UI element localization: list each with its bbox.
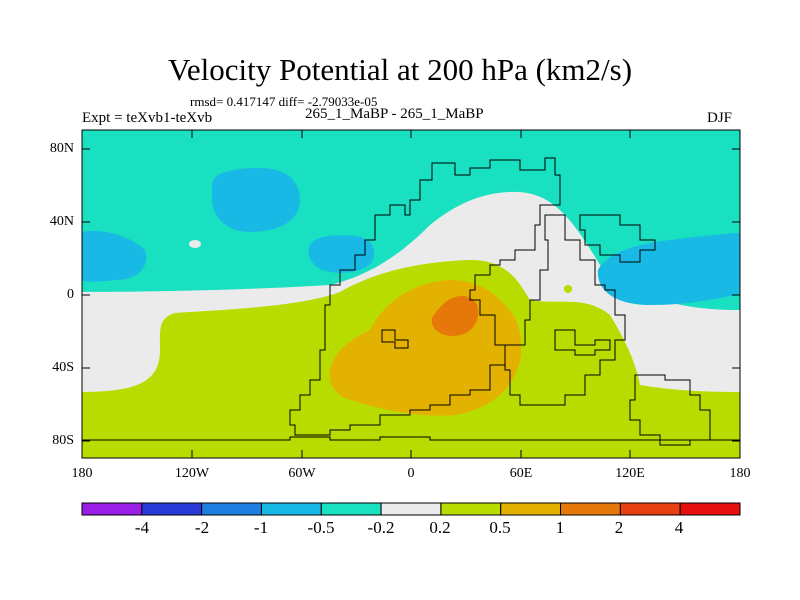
lat-label-40n: 40N (49, 214, 74, 229)
coastline-small-isle (381, 329, 409, 349)
colorbar-box (201, 502, 262, 516)
lon-label-0: 0 (407, 466, 415, 481)
colorbar-label: -4 (134, 518, 150, 537)
experiment-label: Expt = teXvb1-teXvb (82, 110, 213, 126)
colorbar-box (260, 502, 322, 516)
lat-label-80n: 80N (49, 141, 74, 156)
colorbar-label: -0.5 (307, 518, 335, 537)
lat-label-0: 0 (67, 287, 74, 302)
colorbar-label: 4 (674, 518, 684, 537)
field-strong-negative-c (308, 235, 375, 273)
coastlines (82, 157, 740, 446)
lon-label-60e: 60E (509, 466, 533, 481)
field-small-positive-spot (564, 285, 572, 293)
lon-label-120e: 120E (615, 466, 645, 481)
field-strong-positive (431, 296, 479, 336)
lon-label-60w: 60W (288, 466, 316, 481)
season-label: DJF (707, 110, 733, 126)
colorbar-label: -2 (194, 518, 210, 537)
stats-subtitle: rmsd= 0.417147 diff= -2.79033e-05 (190, 94, 378, 109)
colorbar-box (320, 502, 382, 516)
colorbar-label: 0.5 (489, 518, 511, 537)
case-label: 265_1_MaBP - 265_1_MaBP (305, 106, 484, 122)
plot-title: Velocity Potential at 200 hPa (km2/s) (167, 52, 633, 87)
lon-label-180w: 180 (71, 466, 93, 481)
colorbar-box (440, 502, 502, 516)
coastline-maritime (554, 329, 611, 356)
colorbar-box (380, 502, 442, 516)
colorbar-box (81, 502, 143, 516)
field-strong-negative-nw (212, 168, 300, 232)
coastline-antarctica (82, 436, 740, 441)
colorbar-label: -0.2 (367, 518, 395, 537)
coastline-africa (504, 214, 626, 406)
colorbar-label: 1 (555, 518, 565, 537)
colorbar-box (500, 502, 562, 516)
colorbar-box (619, 502, 681, 516)
field-strong-negative-w (82, 230, 147, 282)
colorbar (81, 502, 741, 516)
colorbar-box (560, 502, 621, 516)
lat-tick-marks (82, 148, 740, 442)
lat-label-40s: 40S (52, 360, 74, 375)
colorbar-label: 2 (614, 518, 624, 537)
colorbar-box (141, 502, 203, 516)
coastline-americas (289, 157, 561, 436)
colorbar-label: 0.2 (429, 518, 451, 537)
lon-tick-marks (191, 130, 631, 458)
lon-label-180e: 180 (729, 466, 751, 481)
field-small-neutral-spot (189, 240, 201, 248)
field-strong-negative-e (597, 233, 740, 305)
colorbar-box (679, 502, 741, 516)
lat-label-80s: 80S (52, 433, 74, 448)
colorbar-label: -1 (253, 518, 269, 537)
coastline-east-asia (579, 214, 656, 263)
lon-label-120w: 120W (174, 466, 210, 481)
